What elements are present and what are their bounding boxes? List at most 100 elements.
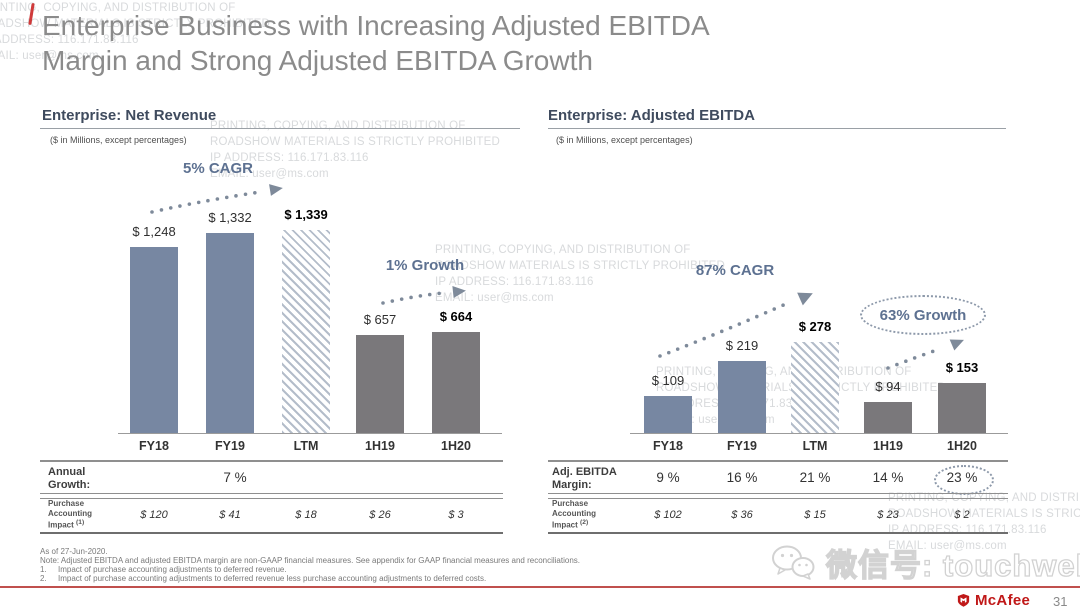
right-margin-highlight-ellipse: [934, 465, 994, 495]
right-bar-1h19: [864, 402, 912, 433]
right-xlabel-fy19: FY19: [727, 439, 757, 453]
left-growth-arrow-dots: [381, 291, 445, 305]
watermark-text: IP ADDRESS: 116.171.83.116: [888, 524, 1047, 536]
left-xlabel-1h19: 1H19: [365, 439, 395, 453]
page-title-line1: Enterprise Business with Increasing Adju…: [42, 10, 710, 41]
mcafee-logo: McAfee: [956, 592, 1030, 609]
right-pai-fy19: $ 36: [731, 509, 753, 521]
right-bar-value-1h20: $ 153: [945, 360, 979, 375]
watermark-text: EMAIL: user@ms.com: [0, 50, 99, 62]
left-bar-1h20: [432, 332, 480, 433]
watermark-text: IP ADDRESS: 116.171.83.116: [0, 34, 139, 46]
divider-red: [0, 586, 1080, 588]
watermark-text: EMAIL: user@ms.com: [435, 292, 554, 304]
watermark-text: ROADSHOW MATERIALS IS STRICTLY PROHIBITE…: [888, 508, 1080, 520]
table-rule: [548, 532, 1008, 534]
left-cagr-arrow-dots: [150, 190, 262, 214]
left-chart-title-underline: [40, 128, 520, 129]
watermark: PRINTING, COPYING, AND DISTRIBUTION OF R…: [210, 118, 500, 182]
table-rule: [548, 460, 1008, 462]
right-xlabel-1h19: 1H19: [873, 439, 903, 453]
left-pai-fy19: $ 41: [219, 509, 241, 521]
right-x-axis: [630, 433, 1008, 434]
right-pai-1h20: $ 2: [954, 509, 970, 521]
left-cagr-arrowhead: [269, 184, 283, 196]
table-rule: [40, 460, 503, 462]
left-xlabel-fy19: FY19: [215, 439, 245, 453]
right-margin-fy18: 9 %: [656, 470, 680, 485]
right-margin-1h19: 14 %: [872, 470, 904, 485]
table-rule: [40, 532, 503, 534]
left-bar-1h19: [356, 335, 404, 433]
right-table-row2-label: Purchase Accounting Impact (2): [552, 499, 616, 530]
page-title-line2: Margin and Strong Adjusted EBITDA Growth: [42, 45, 593, 76]
left-bar-value-1h19: $ 657: [363, 312, 397, 327]
wechat-watermark: 微信号: touchweb: [770, 540, 1080, 585]
page-number: 31: [1053, 594, 1068, 609]
watermark-text: PRINTING, COPYING, AND DISTRIBUTION OF: [435, 244, 691, 256]
left-bar-fy19: [206, 233, 254, 433]
watermark-text: PRINTING, COPYING, AND DISTRIBUTION OF: [210, 120, 466, 132]
footnote-ref: (1): [76, 519, 85, 526]
watermark: PRINTING, COPYING, AND DISTRIBUTION OF R…: [0, 0, 270, 64]
left-x-axis: [118, 433, 502, 434]
right-bar-value-fy18: $ 109: [651, 373, 685, 388]
left-pai-1h20: $ 3: [448, 509, 464, 521]
right-chart-subtitle: ($ in Millions, except percentages): [556, 135, 693, 145]
right-cagr-label: 87% CAGR: [695, 262, 775, 279]
left-pai-fy18: $ 120: [140, 509, 168, 521]
page-title: Enterprise Business with Increasing Adju…: [42, 8, 710, 78]
table-rule: [548, 493, 1008, 499]
watermark-text: ROADSHOW MATERIALS IS STRICTLY PROHIBITE…: [0, 18, 270, 30]
left-xlabel-1h20: 1H20: [441, 439, 471, 453]
left-annual-growth-value: 7 %: [223, 470, 247, 485]
left-cagr-label: 5% CAGR: [182, 160, 253, 177]
footnote-ref: (2): [580, 519, 589, 526]
right-xlabel-fy18: FY18: [653, 439, 683, 453]
footnote-1-num: 1.: [40, 565, 47, 574]
right-chart-title: Enterprise: Adjusted EBITDA: [548, 107, 755, 124]
right-xlabel-ltm: LTM: [802, 439, 828, 453]
right-margin-ltm: 21 %: [799, 470, 831, 485]
footnote-2-num: 2.: [40, 574, 47, 583]
watermark-text: IP ADDRESS: 116.171.83.116: [435, 276, 594, 288]
right-bar-fy18: [644, 396, 692, 433]
right-margin-fy19: 16 %: [726, 470, 758, 485]
wechat-icon: [772, 545, 815, 580]
watermark: PRINTING, COPYING, AND DISTRIBUTION OF R…: [435, 242, 725, 306]
right-growth-ellipse: 63% Growth: [860, 295, 986, 335]
right-bar-fy19: [718, 361, 766, 433]
right-growth-label: 63% Growth: [879, 306, 967, 324]
right-bar-value-ltm: $ 278: [798, 319, 832, 334]
right-bar-value-fy19: $ 219: [725, 338, 759, 353]
footnote-2: 2. Impact of purchase accounting adjustme…: [40, 574, 486, 583]
watermark-text: EMAIL: user@ms.com: [210, 168, 329, 180]
left-xlabel-ltm: LTM: [293, 439, 319, 453]
left-xlabel-fy18: FY18: [139, 439, 169, 453]
right-pai-fy18: $ 102: [654, 509, 682, 521]
right-table-row2-label-text: Purchase Accounting Impact: [552, 499, 596, 530]
right-chart-title-underline: [548, 128, 1006, 129]
left-chart-subtitle: ($ in Millions, except percentages): [50, 135, 187, 145]
watermark-text: ROADSHOW MATERIALS IS STRICTLY PROHIBITE…: [210, 136, 500, 148]
mcafee-brand-text: McAfee: [975, 592, 1031, 609]
left-table-row2-label-text: Purchase Accounting Impact: [48, 499, 92, 530]
left-table-row1-label: Annual Growth:: [48, 466, 91, 491]
right-bar-1h20: [938, 383, 986, 433]
footnote-note: Note: Adjusted EBITDA and adjusted EBITD…: [40, 556, 580, 565]
right-cagr-arrowhead: [797, 292, 813, 306]
watermark-text: PRINTING, COPYING, AND DISTRIBUTION OF: [0, 2, 236, 14]
footnote-2-text: Impact of purchase accounting adjustment…: [58, 574, 487, 583]
left-bar-value-ltm: $ 1,339: [284, 207, 328, 222]
footnote-1-text: Impact of purchase accounting adjustment…: [58, 565, 287, 574]
watermark-text: EMAIL: user@ms.com: [888, 540, 1007, 552]
right-bar-value-1h19: $ 94: [875, 379, 901, 394]
right-xlabel-1h20: 1H20: [947, 439, 977, 453]
wechat-label: 微信号: touchweb: [825, 547, 1080, 583]
table-rule: [40, 493, 503, 499]
footnote-asof: As of 27-Jun-2020.: [40, 547, 108, 556]
left-bar-ltm: [282, 230, 330, 433]
left-chart-title: Enterprise: Net Revenue: [42, 107, 217, 124]
right-pai-1h19: $ 23: [877, 509, 899, 521]
